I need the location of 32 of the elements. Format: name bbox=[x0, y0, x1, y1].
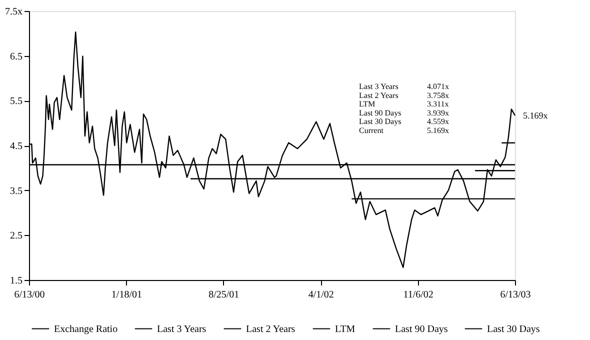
x-tick-label: 11/6/02 bbox=[403, 290, 434, 300]
annotation: Last 90 Days bbox=[359, 108, 402, 118]
x-tick-label: 6/13/00 bbox=[14, 290, 45, 300]
y-tick-label: 5.5 bbox=[10, 96, 22, 108]
annotation: 5.169x bbox=[427, 126, 449, 135]
legend-label: LTM bbox=[335, 324, 356, 335]
annotation: 4.071x bbox=[427, 82, 449, 91]
x-tick-label: 1/18/01 bbox=[111, 290, 142, 300]
annotation: LTM bbox=[359, 100, 376, 109]
legend-label: Last 3 Years bbox=[157, 324, 206, 335]
legend-label: Last 90 Days bbox=[395, 324, 448, 335]
annotation: 4.559x bbox=[427, 117, 449, 126]
annotation: 3.939x bbox=[427, 108, 449, 118]
y-tick-label: 4.5 bbox=[10, 141, 22, 152]
annotation: 3.311x bbox=[427, 100, 449, 109]
annotation: Last 2 Years bbox=[359, 90, 398, 100]
y-tick-label: 2.5 bbox=[10, 230, 22, 242]
y-tick-label: 1.5 bbox=[10, 276, 22, 286]
x-tick-label: 6/13/03 bbox=[500, 290, 531, 300]
annotation: Current bbox=[359, 126, 384, 135]
annotation: 3.758x bbox=[427, 90, 449, 100]
y-tick-label: 3.5 bbox=[10, 186, 22, 197]
legend-label: Last 2 Years bbox=[246, 324, 296, 335]
annotation: 5.169x bbox=[523, 110, 548, 121]
annotation: Last 3 Years bbox=[359, 82, 398, 91]
x-tick-label: 8/25/01 bbox=[208, 290, 240, 300]
x-tick-label: 4/1/02 bbox=[308, 290, 334, 300]
y-tick-label: 7.5x bbox=[5, 6, 22, 18]
legend-label: Exchange Ratio bbox=[54, 324, 118, 335]
y-tick-label: 6.5 bbox=[10, 51, 22, 62]
legend-label: Last 30 Days bbox=[487, 324, 540, 335]
annotation: Last 30 Days bbox=[359, 117, 402, 126]
